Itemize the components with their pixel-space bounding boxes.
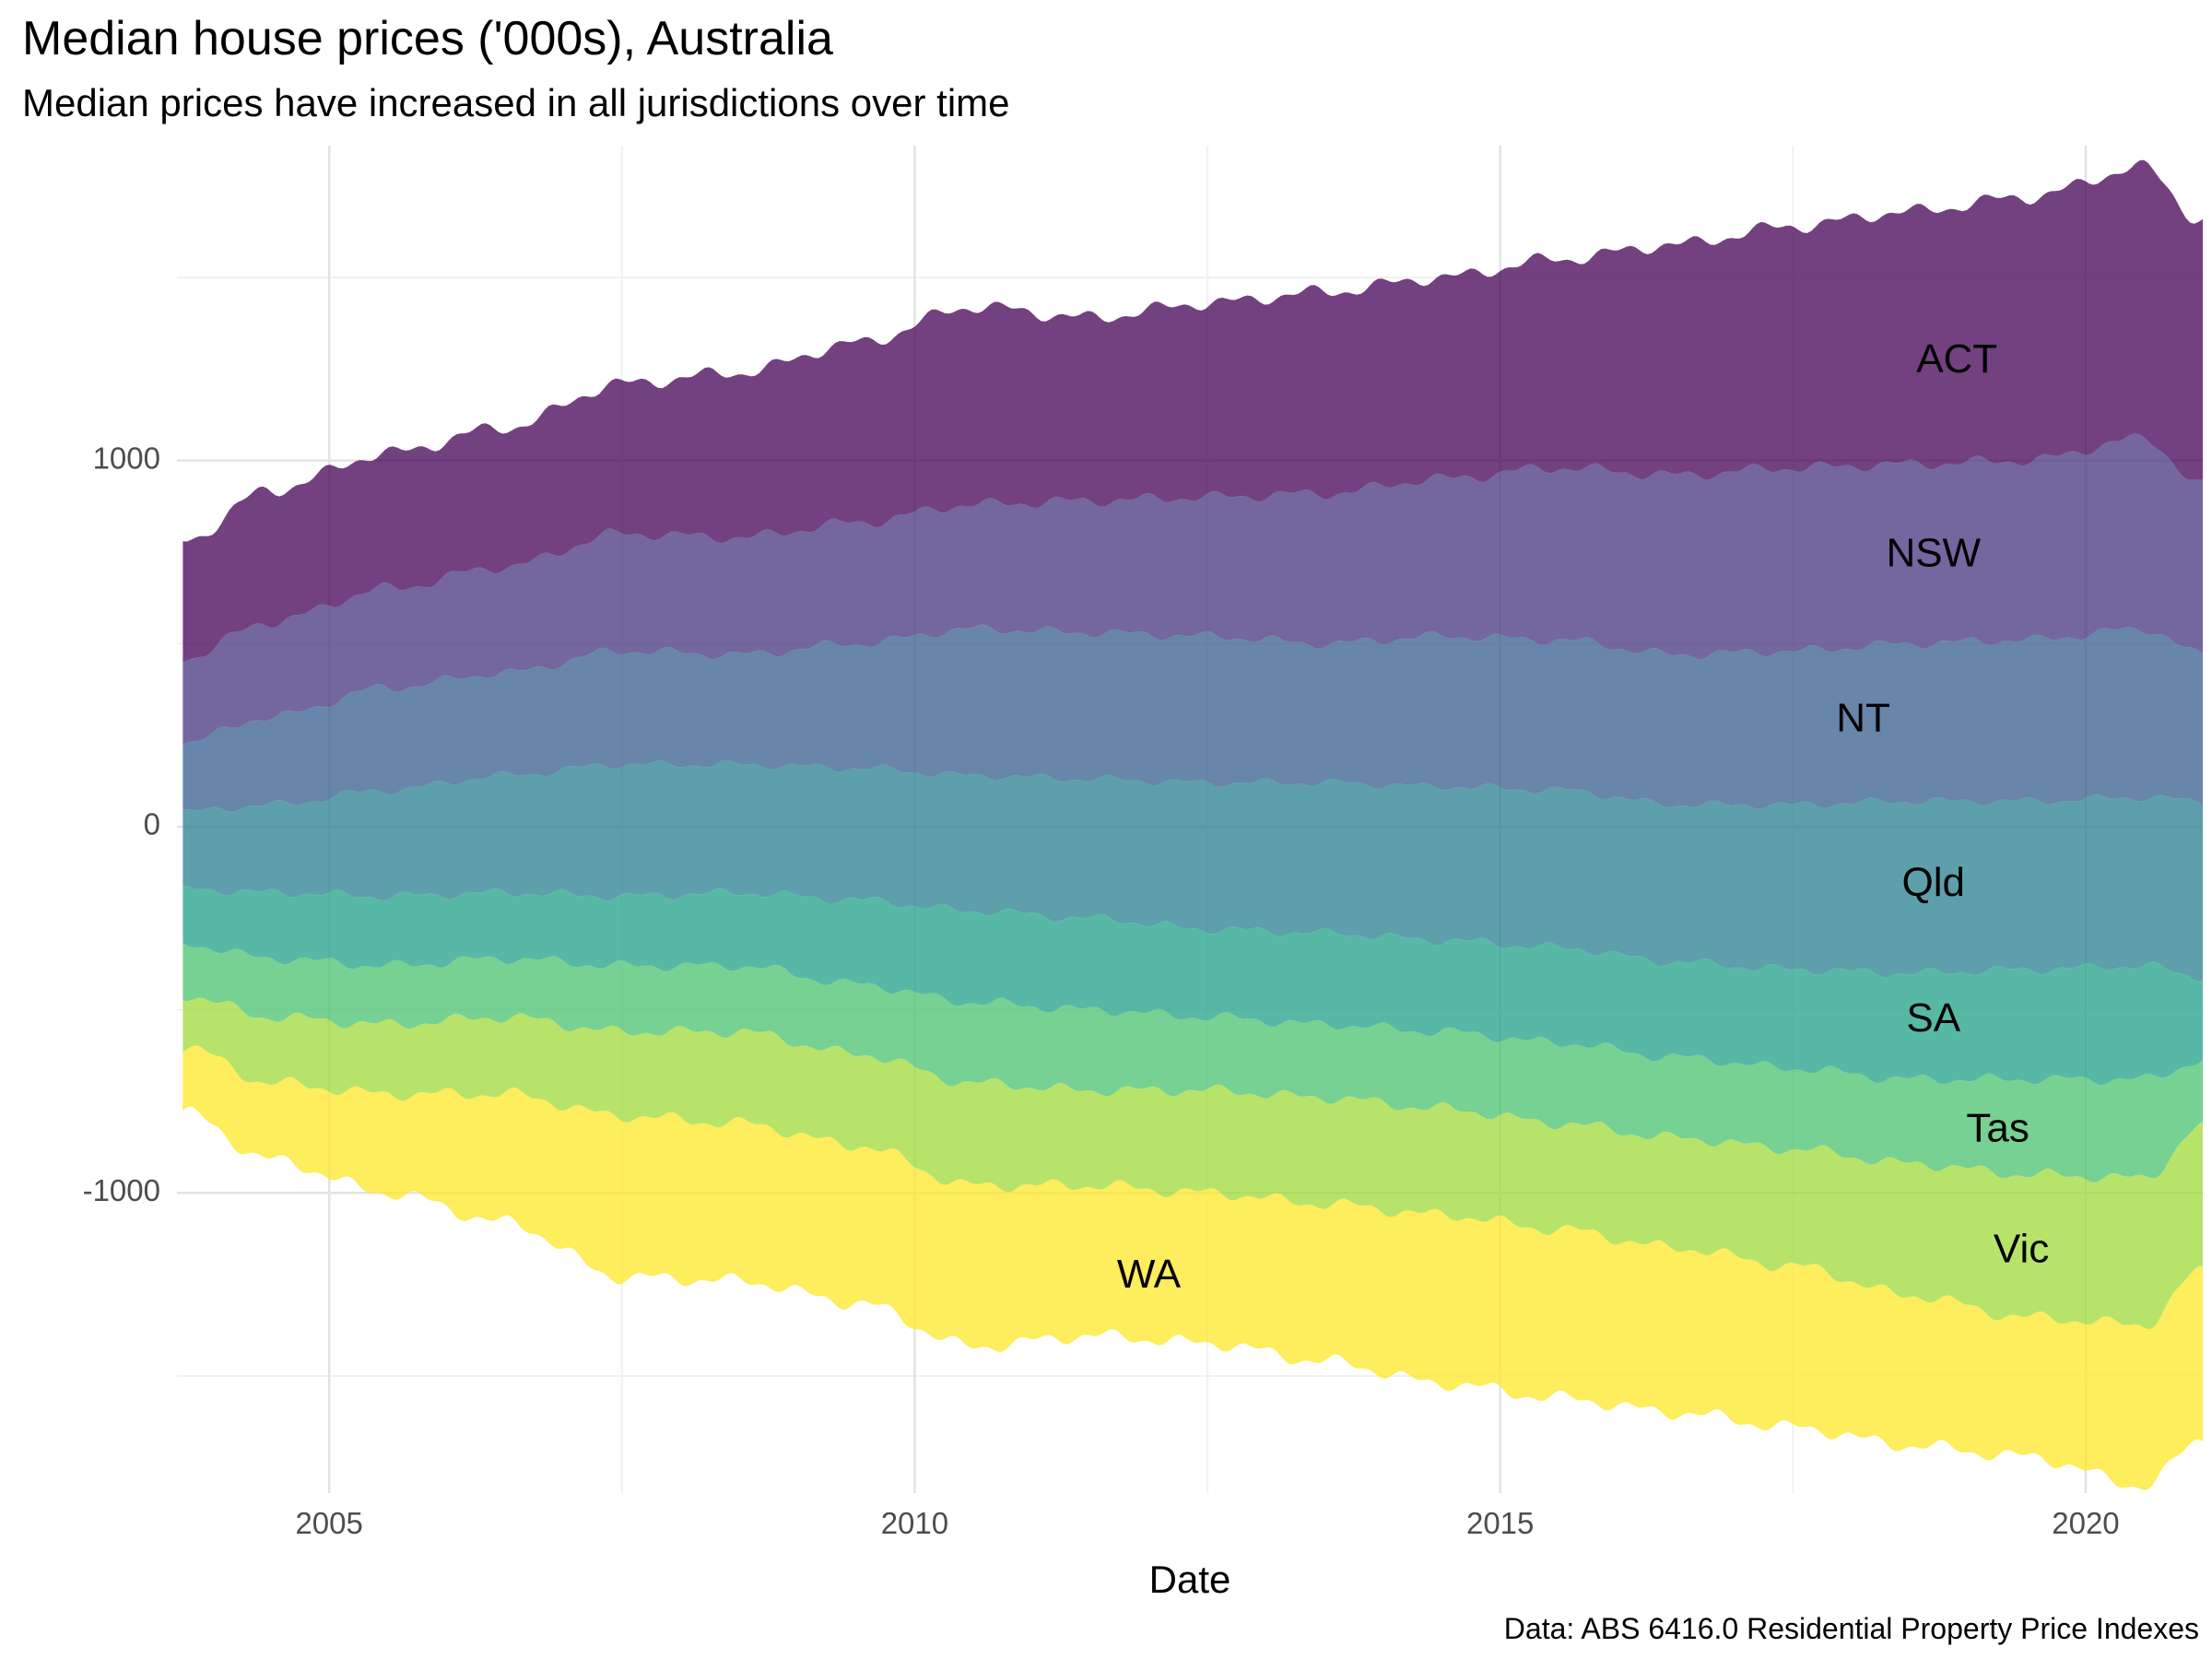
chart-subtitle: Median prices have increased in all juri…: [22, 81, 1010, 124]
stream-label-vic: Vic: [1994, 1226, 2049, 1271]
stream-wa: [182, 1045, 2204, 1490]
stream-vic: [182, 997, 2204, 1330]
stream-label-nsw: NSW: [1886, 531, 1981, 576]
stream-label-nt: NT: [1836, 695, 1890, 740]
stream-label-tas: Tas: [1966, 1105, 2029, 1150]
stream-sa: [182, 884, 2204, 1086]
chart-caption: Data: ABS 6416.0 Residential Property Pr…: [1503, 1612, 2199, 1645]
y-tick-label: -1000: [83, 1173, 160, 1207]
stream-qld: [182, 759, 2204, 982]
x-tick-label: 2005: [295, 1506, 362, 1540]
chart-title: Median house prices ('000s), Australia: [22, 12, 833, 65]
stream-label-sa: SA: [1906, 995, 1960, 1041]
stream-tas: [182, 943, 2204, 1182]
x-tick-label: 2015: [1466, 1506, 1534, 1540]
stream-act: [182, 159, 2204, 663]
stream-nsw: [182, 433, 2204, 745]
stream-nt: [182, 624, 2204, 812]
x-tick-label: 2010: [881, 1506, 948, 1540]
y-tick-label: 0: [144, 807, 160, 841]
stream-label-act: ACT: [1916, 336, 1997, 382]
stream-label-wa: WA: [1117, 1252, 1182, 1297]
x-tick-label: 2020: [2052, 1506, 2119, 1540]
stream-label-qld: Qld: [1902, 860, 1965, 905]
y-tick-label: 1000: [93, 441, 160, 475]
x-axis-title: Date: [1149, 1558, 1231, 1601]
